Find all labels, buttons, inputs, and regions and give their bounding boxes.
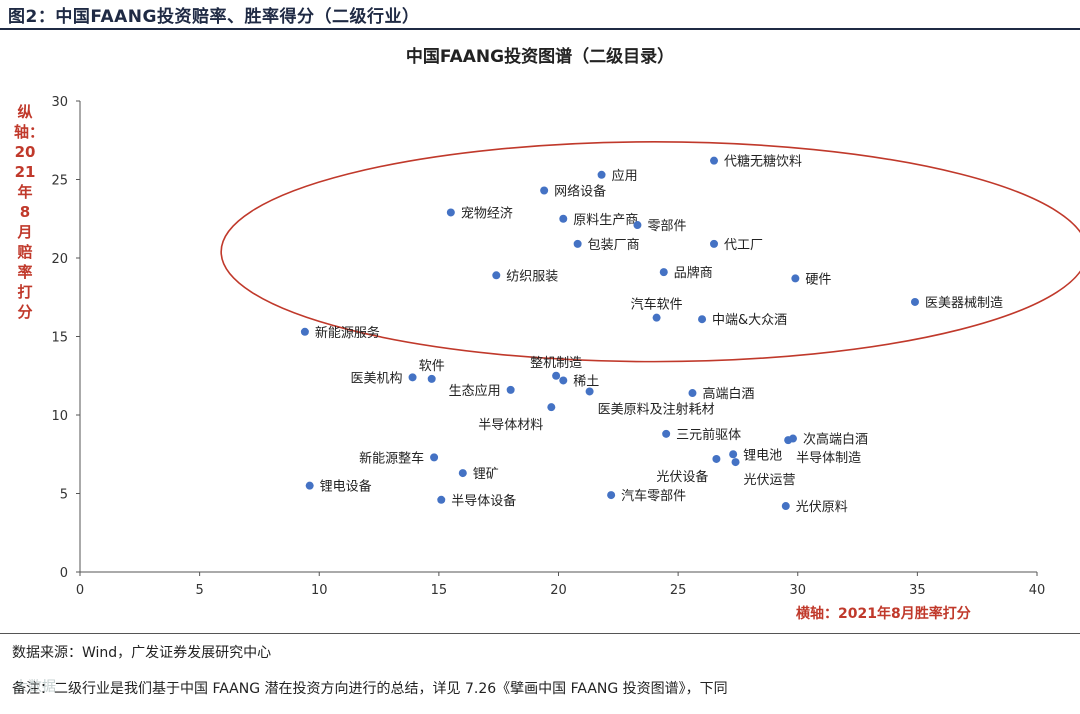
y-tick-label: 25 [51,174,68,189]
x-tick-label: 25 [670,583,687,598]
x-tick-label: 30 [789,583,806,598]
point-label: 宠物经济 [461,205,513,221]
y-tick-label: 10 [51,409,68,424]
point-label: 中端&大众酒 [712,313,787,328]
data-point [781,502,790,511]
title-divider [0,28,1080,30]
point-label: 锂电设备 [320,479,372,495]
footer-divider [0,633,1080,634]
data-point [427,374,436,383]
data-point [573,239,582,248]
data-point [492,271,501,280]
data-point [731,458,740,467]
point-label: 医美机构 [351,371,403,386]
axes: 0 5 10 15 20 25 30 35 40 0 5 10 15 20 25 30 [51,95,1045,598]
data-point [652,313,661,322]
point-label: 稀土 [573,374,599,389]
point-label: 包装厂商 [588,238,640,253]
data-point [729,450,738,459]
point-label: 纺织服装 [506,269,558,284]
point-label: 新能源整车 [359,450,424,466]
x-tick-label: 40 [1029,583,1046,598]
data-point [540,186,549,195]
point-label: 半导体设备 [451,493,516,509]
point-label: 应用 [612,168,638,184]
point-label: 汽车零部件 [621,488,686,504]
data-point [559,376,568,385]
y-tick-label: 30 [51,95,68,110]
data-point [662,429,671,438]
point-label: 硬件 [805,272,831,287]
highlight-ellipse [220,141,1080,363]
data-point [791,274,800,283]
data-point [710,239,719,248]
x-tick-label: 0 [76,583,84,598]
y-tick-label: 15 [51,331,68,346]
point-label: 光伏设备 [656,469,708,485]
data-point [430,453,439,462]
y-tick-label: 5 [60,488,68,503]
point-label: 整机制造 [530,356,582,371]
chart-title: 中国FAANG投资图谱（二级目录） [405,47,675,67]
data-point [547,403,556,412]
data-point [506,385,515,394]
data-point [710,156,719,165]
x-tick-label: 20 [550,583,567,598]
point-label: 汽车软件 [631,297,683,313]
x-tick-label: 15 [431,583,448,598]
point-label: 三元前驱体 [676,427,741,443]
data-point [698,315,707,324]
data-point [585,387,594,396]
data-point [607,491,616,500]
point-label: 光伏运营 [744,473,796,488]
point-label: 高端白酒 [702,386,754,402]
point-label: 锂矿 [473,467,499,482]
point-label: 医美器械制造 [925,296,1003,311]
point-label: 网络设备 [554,183,606,199]
data-point [659,268,668,277]
figure-title: 图2：中国FAANG投资赔率、胜率得分（二级行业） [8,7,420,27]
data-point [597,170,606,179]
data-point [633,221,642,230]
point-label: 软件 [419,359,445,374]
data-point [300,327,309,336]
point-label: 代工厂 [724,238,763,253]
data-point [552,371,561,380]
point-label: 半导体制造 [796,451,861,466]
x-tick-label: 10 [311,583,328,598]
point-label: 次高端白酒 [803,432,868,448]
point-label: 光伏原料 [796,500,848,515]
point-label: 半导体材料 [478,418,543,433]
point-label: 生态应用 [449,383,501,399]
data-point [305,481,314,490]
point-label: 医美原料及注射耗材 [598,401,715,417]
data-point [910,297,919,306]
data-point [712,454,721,463]
y-tick-label: 20 [51,252,68,267]
point-label: 原料生产商 [573,213,638,228]
point-label: 新能源服务 [315,325,380,341]
data-point [408,373,417,382]
point-label: 零部件 [647,219,686,234]
data-point [458,469,467,478]
data-point [446,208,455,217]
point-label: 品牌商 [674,265,713,281]
data-points-layer: 代糖无糖饮料应用网络设备宠物经济原料生产商 零部件包装厂商 代工厂纺织服装 品牌商 硬件… [300,154,1003,515]
data-point [688,389,697,398]
x-tick-label: 35 [909,583,926,598]
data-point [784,436,793,445]
data-point [559,214,568,223]
data-point [437,495,446,504]
point-label: 锂电池 [743,448,782,463]
x-axis-label: 横轴：2021年8月胜率打分 [796,606,971,622]
data-source: 数据来源：Wind，广发证券发展研究中心 [12,645,272,661]
highlight-ellipse-layer [220,141,1080,363]
footnote: 备注：二级行业是我们基于中国 FAANG 潜在投资方向进行的总结，详见 7.26… [12,681,728,697]
y-tick-label: 0 [60,566,68,581]
y-axis-label: 纵轴：2021年8月赔率打分 [14,103,45,321]
point-label: 代糖无糖饮料 [724,154,802,170]
x-tick-label: 5 [195,583,203,598]
